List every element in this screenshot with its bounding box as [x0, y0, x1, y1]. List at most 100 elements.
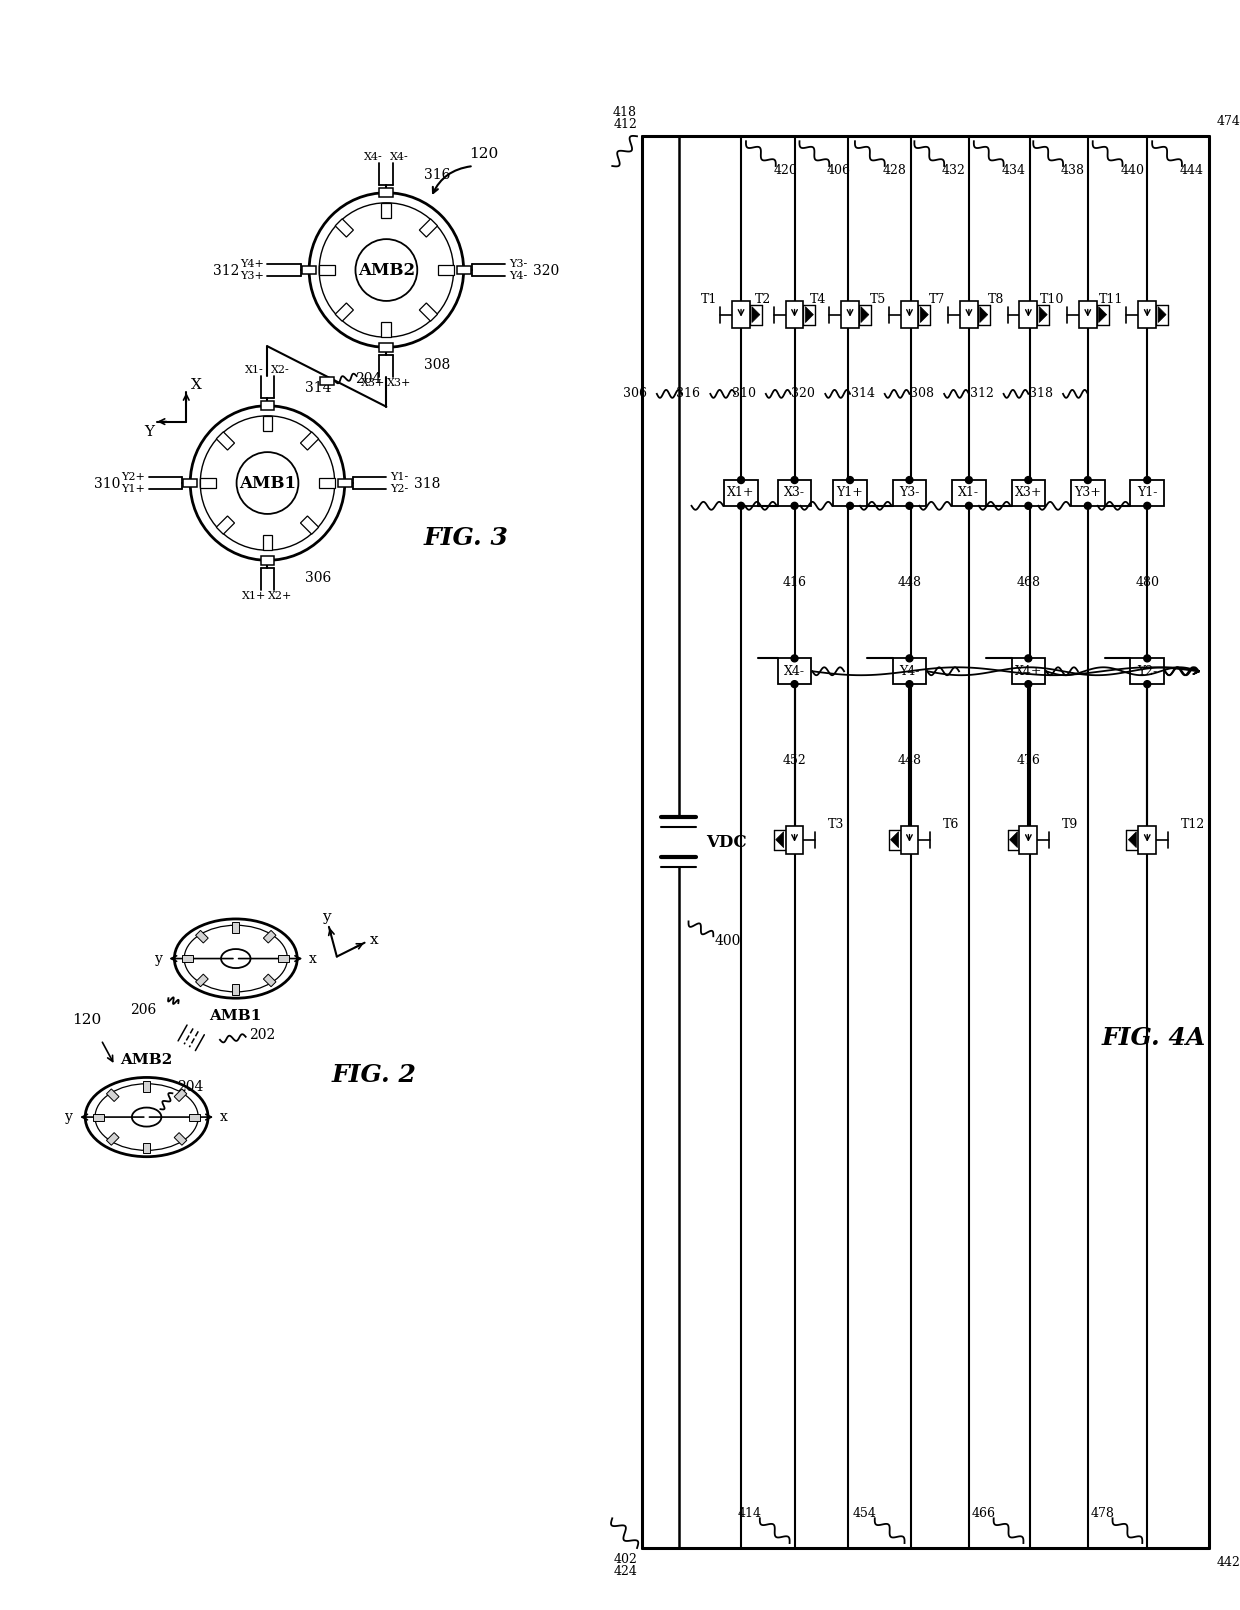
Circle shape: [1025, 477, 1032, 483]
Polygon shape: [188, 1114, 200, 1121]
Text: Y3+: Y3+: [1074, 486, 1101, 499]
Polygon shape: [107, 1088, 119, 1101]
Text: X4-: X4-: [784, 665, 805, 678]
Text: 314: 314: [851, 388, 874, 401]
Polygon shape: [216, 515, 234, 535]
Text: y: y: [66, 1109, 73, 1124]
Text: 318: 318: [1029, 388, 1053, 401]
Text: T10: T10: [1039, 293, 1064, 306]
Polygon shape: [107, 1132, 119, 1145]
Bar: [456, 266, 471, 274]
Text: 412: 412: [613, 118, 637, 130]
Bar: [1079, 301, 1096, 328]
Circle shape: [1143, 655, 1151, 662]
Text: 406: 406: [827, 164, 851, 177]
Circle shape: [738, 502, 744, 509]
Text: VDC: VDC: [707, 834, 746, 850]
Polygon shape: [319, 478, 335, 488]
Polygon shape: [232, 984, 239, 995]
Polygon shape: [300, 431, 319, 451]
Polygon shape: [1009, 832, 1018, 847]
Text: 424: 424: [613, 1565, 637, 1578]
Text: T1: T1: [701, 293, 717, 306]
Circle shape: [319, 203, 454, 336]
Polygon shape: [93, 1114, 104, 1121]
Text: 310: 310: [732, 388, 756, 401]
Polygon shape: [232, 923, 239, 934]
Text: 306: 306: [622, 388, 647, 401]
Text: x: x: [219, 1109, 228, 1124]
Polygon shape: [1128, 832, 1136, 847]
Circle shape: [906, 655, 913, 662]
Text: 434: 434: [1002, 164, 1025, 177]
Text: x: x: [309, 952, 317, 966]
Text: 438: 438: [1061, 164, 1085, 177]
Text: T7: T7: [929, 293, 945, 306]
Text: 478: 478: [1091, 1507, 1115, 1520]
Text: Y2+: Y2+: [120, 472, 145, 481]
Bar: [786, 301, 804, 328]
Polygon shape: [319, 266, 335, 275]
Text: 120: 120: [469, 147, 498, 161]
Polygon shape: [174, 1132, 187, 1145]
Bar: [379, 343, 393, 351]
Bar: [960, 301, 978, 328]
Text: FIG. 4A: FIG. 4A: [1102, 1026, 1207, 1050]
Polygon shape: [438, 266, 454, 275]
Text: Y4-: Y4-: [510, 270, 527, 282]
Ellipse shape: [221, 948, 250, 968]
Text: 420: 420: [774, 164, 797, 177]
Polygon shape: [196, 931, 208, 943]
Polygon shape: [382, 322, 392, 338]
Bar: [893, 658, 926, 684]
Circle shape: [237, 452, 299, 514]
Bar: [1131, 658, 1164, 684]
Polygon shape: [200, 478, 216, 488]
Bar: [1138, 301, 1156, 328]
Text: T3: T3: [828, 818, 844, 831]
Polygon shape: [419, 303, 438, 322]
Bar: [724, 480, 758, 506]
Polygon shape: [1099, 306, 1106, 322]
Circle shape: [847, 502, 853, 509]
Text: 204: 204: [177, 1080, 203, 1095]
Polygon shape: [1039, 306, 1047, 322]
Polygon shape: [278, 955, 289, 963]
Circle shape: [906, 477, 913, 483]
Text: 428: 428: [883, 164, 906, 177]
Text: T9: T9: [1061, 818, 1079, 831]
Text: T4: T4: [810, 293, 826, 306]
Bar: [900, 826, 919, 853]
Text: X2+: X2+: [268, 591, 293, 601]
Bar: [1071, 480, 1105, 506]
Text: FIG. 3: FIG. 3: [423, 525, 508, 549]
Text: 206: 206: [130, 1003, 156, 1018]
Polygon shape: [861, 306, 869, 322]
Text: 454: 454: [853, 1507, 877, 1520]
Text: 442: 442: [1216, 1557, 1240, 1570]
Polygon shape: [263, 931, 277, 943]
Polygon shape: [143, 1143, 150, 1153]
Circle shape: [791, 655, 799, 662]
Bar: [260, 555, 274, 565]
Text: T6: T6: [944, 818, 960, 831]
Circle shape: [1084, 477, 1091, 483]
Bar: [379, 188, 393, 196]
Circle shape: [1025, 681, 1032, 687]
Bar: [303, 266, 316, 274]
Bar: [260, 401, 274, 411]
Text: 312: 312: [213, 264, 239, 279]
Bar: [900, 301, 919, 328]
Bar: [1012, 658, 1045, 684]
Text: 400: 400: [715, 934, 742, 948]
Circle shape: [1025, 655, 1032, 662]
Polygon shape: [196, 974, 208, 987]
Text: X1-: X1-: [246, 365, 264, 375]
Text: 444: 444: [1179, 164, 1204, 177]
Text: Y3-: Y3-: [899, 486, 920, 499]
Bar: [337, 478, 352, 488]
Polygon shape: [263, 415, 273, 431]
Bar: [841, 301, 859, 328]
Text: 308: 308: [424, 357, 450, 372]
Polygon shape: [751, 306, 760, 322]
